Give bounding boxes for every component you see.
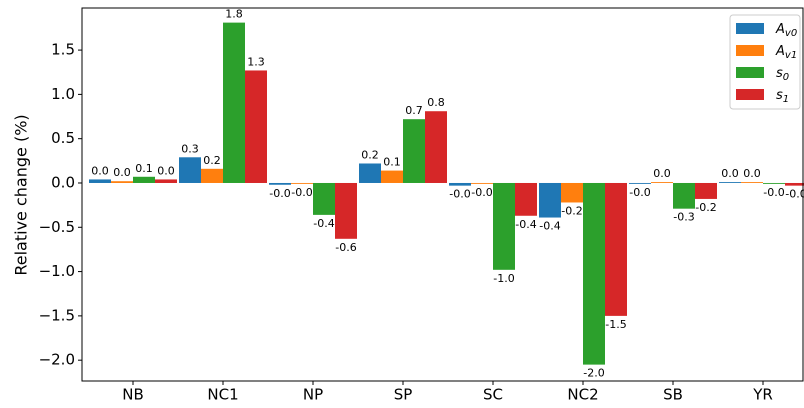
- value-label: -0.0: [291, 186, 312, 199]
- value-label: -0.0: [785, 188, 804, 201]
- value-label: 0.2: [361, 148, 379, 161]
- x-tick-label: NC2: [567, 386, 598, 404]
- bar: [381, 170, 403, 183]
- value-label: -0.3: [673, 211, 694, 224]
- bar: [695, 182, 717, 199]
- legend-box: [729, 14, 801, 110]
- bar: [155, 179, 177, 183]
- value-label: -0.0: [269, 187, 290, 200]
- legend-label: Av1: [775, 44, 797, 62]
- bar: [515, 182, 537, 216]
- bar: [785, 182, 804, 186]
- y-axis-label: Relative change (%): [12, 114, 31, 275]
- value-label: 0.3: [181, 142, 199, 155]
- plot-frame: [81, 7, 804, 382]
- legend-swatch: [736, 67, 764, 78]
- bar: [493, 182, 515, 270]
- y-tick-label: −2.0: [39, 351, 75, 369]
- bar: [673, 182, 695, 209]
- value-label: 0.0: [113, 166, 131, 179]
- bar: [223, 22, 245, 183]
- y-tick-label: 1.0: [51, 85, 75, 103]
- bar: [359, 163, 381, 183]
- legend-swatch: [736, 89, 764, 100]
- bar: [245, 70, 267, 183]
- bar: [583, 182, 605, 365]
- legend-label: Av0: [775, 22, 797, 40]
- bar: [133, 176, 155, 183]
- bar: [291, 182, 313, 184]
- y-tick-label: 0.0: [51, 173, 75, 191]
- bar: [403, 119, 425, 183]
- value-label: 0.0: [91, 164, 109, 177]
- value-label: 0.1: [383, 156, 401, 169]
- bar: [179, 157, 201, 183]
- value-label: -2.0: [583, 367, 604, 380]
- x-tick-label: SB: [663, 386, 683, 404]
- legend-swatch: [736, 45, 764, 56]
- value-label: -0.0: [449, 188, 470, 201]
- bar: [89, 179, 111, 183]
- x-tick-label: YR: [752, 386, 773, 404]
- bar: [763, 182, 785, 184]
- value-label: -1.0: [493, 272, 514, 285]
- bar: [561, 182, 583, 203]
- value-label: -0.6: [335, 241, 356, 254]
- x-tick-label: SC: [483, 386, 503, 404]
- legend-swatch: [736, 23, 764, 34]
- bar: [719, 182, 741, 183]
- value-label: -0.0: [629, 186, 650, 199]
- bar: [449, 182, 471, 186]
- y-tick-label: −0.5: [39, 218, 75, 236]
- value-label: -0.4: [539, 220, 560, 233]
- bar: [651, 182, 673, 183]
- bar: [201, 168, 223, 183]
- value-label: 0.0: [743, 167, 761, 180]
- value-label: -0.4: [313, 217, 334, 230]
- value-label: 0.7: [405, 104, 423, 117]
- value-label: 0.1: [135, 162, 153, 175]
- value-label: -0.2: [695, 201, 716, 214]
- bar: [335, 182, 357, 239]
- bar: [539, 182, 561, 218]
- value-label: 0.2: [203, 154, 221, 167]
- x-tick-label: NB: [122, 386, 144, 404]
- value-label: 0.0: [721, 167, 739, 180]
- y-tick-label: −1.0: [39, 262, 75, 280]
- bar: [741, 182, 763, 183]
- x-tick-label: NP: [303, 386, 323, 404]
- y-tick-label: 0.5: [51, 129, 75, 147]
- bar: [269, 182, 291, 185]
- value-label: -1.5: [605, 318, 626, 331]
- value-label: 0.8: [427, 96, 445, 109]
- y-tick-label: −1.5: [39, 306, 75, 324]
- bar: [111, 181, 133, 183]
- legend-label: s1: [776, 88, 789, 106]
- legend-label: s0: [776, 66, 789, 84]
- x-tick-label: SP: [394, 386, 413, 404]
- value-label: 0.0: [157, 164, 175, 177]
- value-label: 1.3: [247, 55, 265, 68]
- bar: [471, 182, 493, 184]
- x-tick-label: NC1: [207, 386, 238, 404]
- y-tick-label: 1.5: [51, 41, 75, 59]
- bar: [605, 182, 627, 316]
- value-label: 0.0: [653, 167, 671, 180]
- bar: [313, 182, 335, 215]
- bar: [629, 182, 651, 184]
- value-label: -0.4: [515, 218, 536, 231]
- value-label: -0.0: [763, 186, 784, 199]
- bar: [425, 111, 447, 183]
- value-label: -0.2: [561, 204, 582, 217]
- value-label: -0.0: [471, 186, 492, 199]
- value-label: 1.8: [225, 8, 243, 21]
